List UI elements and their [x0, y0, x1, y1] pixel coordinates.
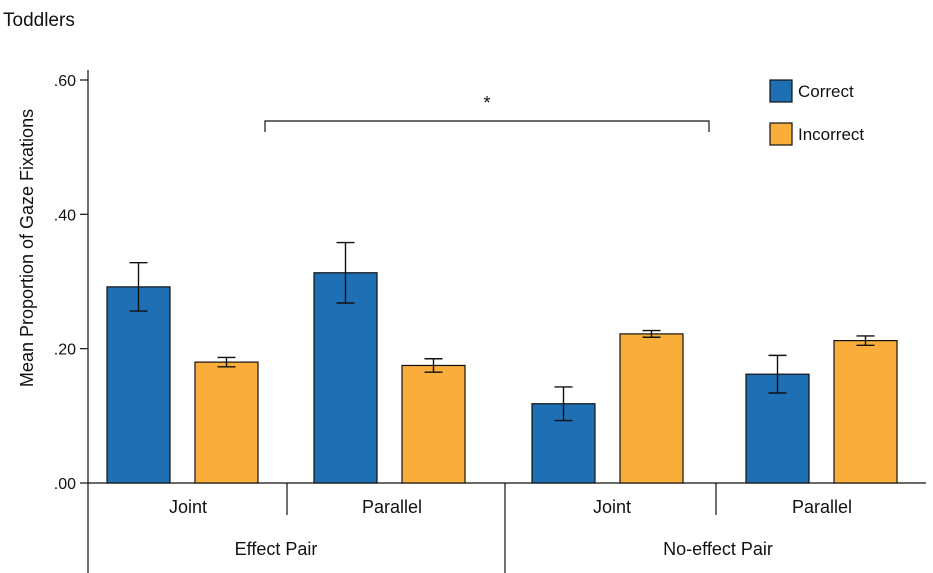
- error-bar: [642, 329, 661, 338]
- error-bar: [768, 354, 787, 394]
- x-tick-label: Joint: [169, 497, 207, 517]
- legend-swatch: [769, 79, 793, 103]
- y-tick-label: .60: [54, 73, 76, 90]
- legend-swatch: [769, 122, 793, 146]
- x-tick-label: Parallel: [362, 497, 422, 517]
- group-label: No-effect Pair: [663, 539, 773, 559]
- bar-incorrect-1: [401, 364, 466, 484]
- y-axis-label: Mean Proportion of Gaze Fixations: [17, 109, 37, 387]
- category-labels: Joint Parallel Joint Parallel Effect Pair No-…: [169, 497, 852, 559]
- bar-incorrect-3: [833, 340, 898, 484]
- legend-label: Incorrect: [798, 125, 864, 144]
- error-bar: [129, 261, 148, 312]
- legend: Correct Incorrect: [769, 79, 864, 146]
- bar-incorrect-0: [194, 361, 259, 484]
- y-tick-label: .00: [54, 476, 76, 493]
- legend-label: Correct: [798, 82, 854, 101]
- bars: [106, 241, 898, 484]
- significance-bracket: *: [264, 93, 710, 132]
- bar-correct-1: [313, 272, 378, 484]
- error-bar: [856, 335, 875, 347]
- group-label: Effect Pair: [235, 539, 318, 559]
- y-tick-label: .20: [54, 342, 76, 359]
- significance-star: *: [483, 93, 490, 113]
- x-tick-label: Joint: [593, 497, 631, 517]
- y-tick-label: .40: [54, 207, 76, 224]
- chart-title: Toddlers: [3, 10, 75, 31]
- annotations: *: [264, 93, 710, 132]
- error-bar: [424, 358, 443, 373]
- error-bar: [336, 241, 355, 304]
- legend-item-correct: Correct: [769, 79, 854, 103]
- x-tick-label: Parallel: [792, 497, 852, 517]
- error-bar: [217, 356, 236, 368]
- bar-incorrect-2: [619, 333, 684, 484]
- error-bar: [554, 386, 573, 422]
- bar-correct-0: [106, 286, 171, 484]
- legend-item-incorrect: Incorrect: [769, 122, 864, 146]
